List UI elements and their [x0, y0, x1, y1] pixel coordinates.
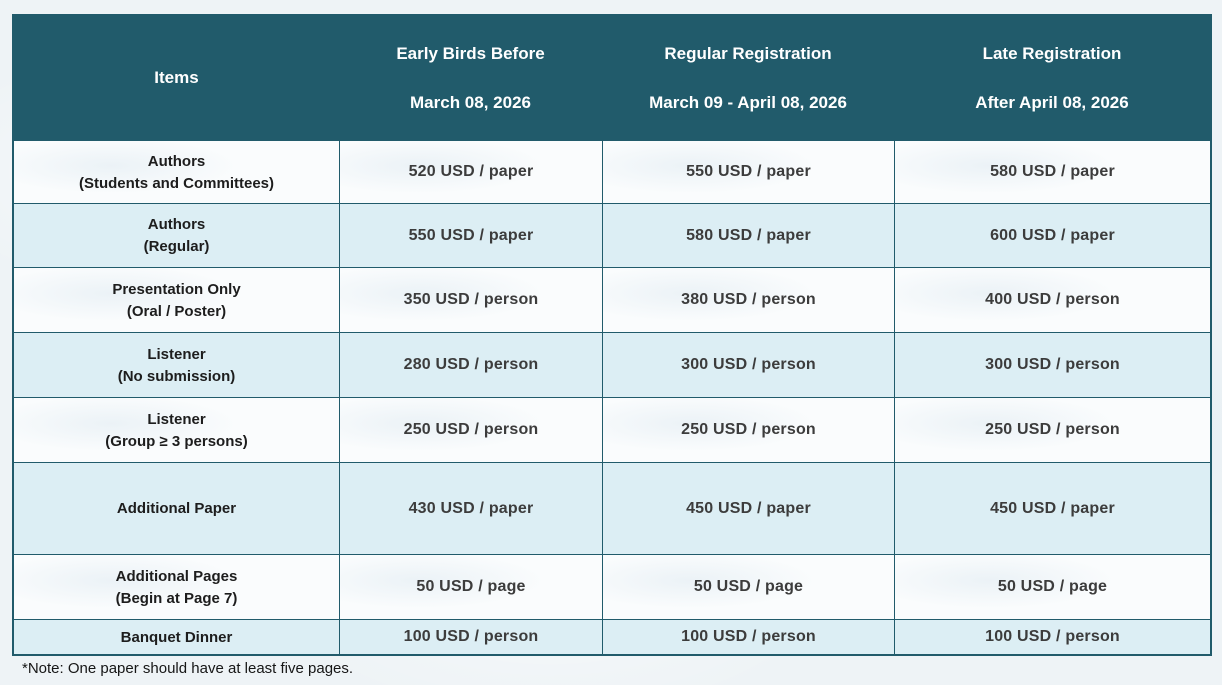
item-name: Authors	[147, 152, 206, 170]
item-cell: Banquet Dinner	[14, 619, 339, 654]
item-cell: Additional Paper	[14, 462, 339, 554]
header-label: Early Birds Before	[396, 43, 545, 63]
item-cell: Additional Pages (Begin at Page 7)	[14, 554, 339, 619]
price-cell-late: 400 USD / person	[894, 267, 1210, 332]
item-subtitle: (Students and Committees)	[78, 174, 274, 192]
item-subtitle: (Begin at Page 7)	[115, 589, 238, 607]
price-cell-regular: 550 USD / paper	[602, 140, 894, 203]
header-label: Late Registration	[982, 43, 1122, 63]
item-name: Listener	[147, 345, 206, 363]
price-cell-early: 50 USD / page	[339, 554, 602, 619]
price-cell-regular: 250 USD / person	[602, 397, 894, 462]
item-name: Additional Pages	[115, 567, 238, 585]
item-cell: Listener (Group ≥ 3 persons)	[14, 397, 339, 462]
price-cell-regular: 300 USD / person	[602, 332, 894, 397]
price-cell-early: 520 USD / paper	[339, 140, 602, 203]
price-cell-early: 350 USD / person	[339, 267, 602, 332]
header-cell-late-registration: Late Registration After April 08, 2026	[894, 16, 1210, 140]
item-subtitle: (No submission)	[117, 367, 236, 385]
price-cell-late: 50 USD / page	[894, 554, 1210, 619]
item-cell: Listener (No submission)	[14, 332, 339, 397]
item-name: Banquet Dinner	[120, 628, 233, 646]
price-cell-early: 250 USD / person	[339, 397, 602, 462]
item-subtitle: (Oral / Poster)	[126, 302, 227, 320]
item-subtitle: (Group ≥ 3 persons)	[105, 432, 248, 450]
item-cell: Authors (Regular)	[14, 203, 339, 267]
header-sublabel: After April 08, 2026	[975, 92, 1129, 112]
price-cell-regular: 580 USD / paper	[602, 203, 894, 267]
price-cell-late: 580 USD / paper	[894, 140, 1210, 203]
price-cell-regular: 450 USD / paper	[602, 462, 894, 554]
item-name: Authors	[147, 216, 206, 233]
price-cell-late: 450 USD / paper	[894, 462, 1210, 554]
price-cell-late: 100 USD / person	[894, 619, 1210, 654]
header-cell-regular-registration: Regular Registration March 09 - April 08…	[602, 16, 894, 140]
header-cell-early-birds: Early Birds Before March 08, 2026	[339, 16, 602, 140]
header-sublabel: March 09 - April 08, 2026	[649, 92, 847, 112]
registration-fee-table: Items Early Birds Before March 08, 2026 …	[12, 14, 1212, 656]
price-cell-late: 600 USD / paper	[894, 203, 1210, 267]
footnote: *Note: One paper should have at least fi…	[22, 660, 354, 677]
header-label: Items	[154, 68, 199, 87]
header-label: Regular Registration	[664, 43, 832, 63]
price-cell-early: 430 USD / paper	[339, 462, 602, 554]
price-cell-regular: 380 USD / person	[602, 267, 894, 332]
item-name: Listener	[147, 410, 206, 428]
price-cell-regular: 50 USD / page	[602, 554, 894, 619]
item-name: Additional Paper	[116, 500, 237, 517]
header-cell-items: Items	[14, 16, 339, 140]
item-subtitle: (Regular)	[143, 238, 210, 255]
price-cell-early: 550 USD / paper	[339, 203, 602, 267]
item-cell: Presentation Only (Oral / Poster)	[14, 267, 339, 332]
price-cell-late: 250 USD / person	[894, 397, 1210, 462]
item-name: Presentation Only	[112, 280, 241, 298]
item-cell: Authors (Students and Committees)	[14, 140, 339, 203]
price-cell-late: 300 USD / person	[894, 332, 1210, 397]
price-cell-early: 100 USD / person	[339, 619, 602, 654]
price-cell-regular: 100 USD / person	[602, 619, 894, 654]
header-sublabel: March 08, 2026	[410, 92, 531, 112]
price-cell-early: 280 USD / person	[339, 332, 602, 397]
